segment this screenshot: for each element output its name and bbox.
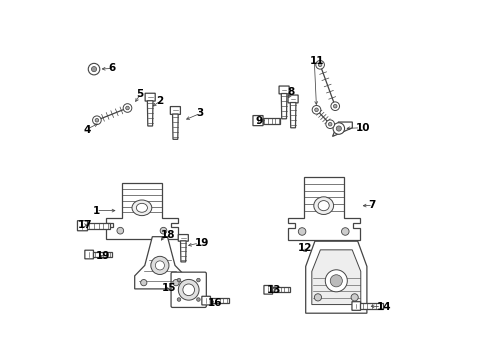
Polygon shape: [87, 223, 110, 229]
Circle shape: [330, 102, 339, 111]
FancyBboxPatch shape: [77, 221, 87, 231]
Text: 8: 8: [287, 87, 294, 97]
Polygon shape: [272, 287, 289, 292]
Circle shape: [196, 298, 200, 301]
Polygon shape: [305, 241, 366, 313]
Polygon shape: [360, 303, 382, 309]
FancyBboxPatch shape: [264, 285, 272, 294]
FancyBboxPatch shape: [84, 250, 93, 259]
FancyBboxPatch shape: [145, 93, 155, 101]
Text: 12: 12: [297, 243, 312, 253]
Text: 5: 5: [136, 89, 143, 99]
Circle shape: [298, 228, 305, 235]
Circle shape: [92, 116, 101, 125]
FancyBboxPatch shape: [171, 272, 206, 307]
Circle shape: [314, 294, 321, 301]
Text: 16: 16: [207, 298, 222, 308]
Ellipse shape: [318, 201, 328, 211]
Ellipse shape: [132, 200, 151, 216]
Circle shape: [341, 228, 348, 235]
Circle shape: [183, 284, 194, 296]
Polygon shape: [106, 183, 178, 239]
Circle shape: [196, 278, 200, 282]
Text: 2: 2: [156, 96, 163, 106]
FancyBboxPatch shape: [351, 302, 360, 310]
Circle shape: [333, 104, 336, 108]
Circle shape: [314, 108, 318, 112]
Text: 13: 13: [266, 285, 281, 295]
Circle shape: [150, 256, 169, 274]
Ellipse shape: [313, 197, 333, 215]
Text: 7: 7: [368, 200, 375, 210]
Ellipse shape: [136, 203, 147, 212]
Polygon shape: [210, 298, 229, 303]
Polygon shape: [262, 118, 280, 123]
Polygon shape: [311, 250, 360, 305]
Circle shape: [311, 105, 320, 114]
Text: 14: 14: [376, 302, 391, 312]
Circle shape: [160, 228, 166, 234]
FancyBboxPatch shape: [279, 86, 288, 94]
Circle shape: [329, 275, 342, 287]
Circle shape: [117, 228, 123, 234]
Text: 19: 19: [194, 238, 209, 248]
Circle shape: [88, 63, 100, 75]
Circle shape: [123, 104, 132, 112]
FancyBboxPatch shape: [252, 116, 263, 126]
Circle shape: [315, 60, 324, 69]
Circle shape: [336, 126, 341, 131]
Circle shape: [325, 270, 346, 292]
Text: 3: 3: [196, 108, 203, 118]
Polygon shape: [93, 252, 112, 257]
Text: 18: 18: [161, 230, 175, 240]
Circle shape: [155, 261, 164, 270]
Polygon shape: [180, 241, 186, 262]
Circle shape: [177, 278, 181, 282]
Text: 9: 9: [255, 116, 262, 126]
Circle shape: [178, 279, 199, 300]
Circle shape: [141, 279, 146, 286]
FancyBboxPatch shape: [287, 95, 298, 103]
Text: 17: 17: [78, 220, 93, 230]
Text: 10: 10: [355, 123, 370, 133]
Polygon shape: [332, 122, 351, 136]
Text: 1: 1: [93, 206, 101, 216]
FancyBboxPatch shape: [178, 235, 188, 241]
Text: 6: 6: [108, 63, 116, 73]
Circle shape: [325, 120, 334, 129]
Circle shape: [173, 279, 179, 286]
Polygon shape: [147, 101, 153, 126]
Text: 11: 11: [309, 56, 324, 66]
Circle shape: [125, 106, 129, 110]
Polygon shape: [290, 103, 295, 128]
Circle shape: [91, 67, 97, 72]
Circle shape: [350, 294, 358, 301]
Polygon shape: [281, 94, 286, 119]
FancyBboxPatch shape: [202, 296, 210, 305]
Polygon shape: [134, 237, 185, 289]
Polygon shape: [287, 177, 359, 240]
Polygon shape: [172, 114, 178, 139]
FancyBboxPatch shape: [170, 107, 180, 114]
Circle shape: [95, 118, 99, 122]
Circle shape: [332, 123, 344, 134]
Text: 19: 19: [96, 251, 110, 261]
Circle shape: [177, 298, 181, 301]
Text: 15: 15: [162, 283, 176, 293]
Circle shape: [318, 63, 321, 67]
Text: 4: 4: [83, 125, 90, 135]
Circle shape: [328, 122, 331, 126]
